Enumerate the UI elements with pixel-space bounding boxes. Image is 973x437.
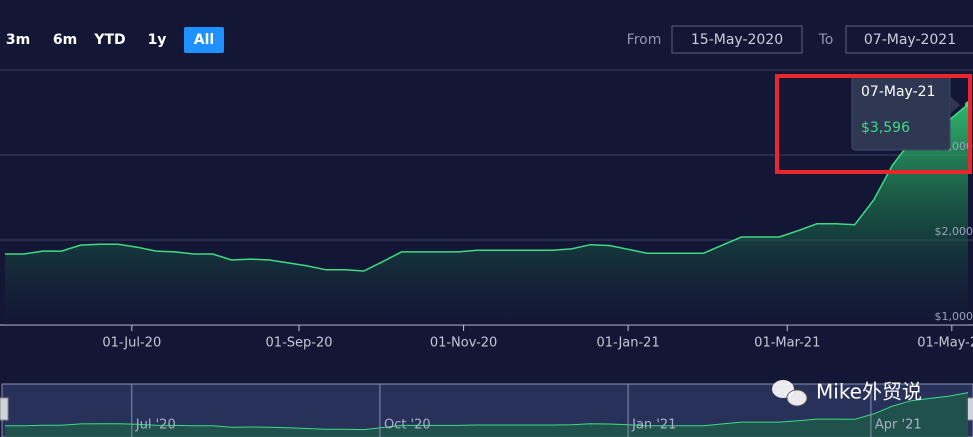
range-button[interactable]: 6m	[53, 32, 77, 48]
from-input[interactable]: 15-May-2020	[691, 32, 783, 48]
to-label: To	[818, 32, 834, 48]
x-tick-label: 01-Nov-20	[430, 336, 498, 351]
range-button[interactable]: YTD	[93, 32, 125, 48]
area	[5, 104, 968, 325]
x-tick-label: 01-Mar-21	[754, 336, 820, 351]
watermark: Mike外贸说	[816, 380, 922, 404]
range-button[interactable]: 3m	[6, 32, 30, 48]
to-input[interactable]: 07-May-2021	[864, 32, 956, 48]
range-button[interactable]: 1y	[148, 32, 167, 48]
x-tick-label: 01-Jul-20	[102, 336, 161, 351]
y-tick-label: $2,000	[935, 225, 973, 238]
to-input-box[interactable]	[845, 25, 973, 54]
navigator-label: Jul '20	[135, 418, 176, 433]
y-tick-label: $1,000	[935, 310, 973, 323]
from-label: From	[627, 32, 662, 48]
navigator-handle[interactable]	[0, 397, 9, 421]
x-tick-label: 01-May-21	[917, 336, 973, 351]
wechat-icon	[786, 389, 808, 407]
tooltip-pointer	[950, 96, 960, 114]
highlight-box	[775, 74, 972, 174]
tooltip-value: $3,596	[861, 120, 910, 136]
navigator-area	[5, 392, 968, 437]
tooltip-title: 07-May-21	[861, 84, 935, 100]
navigator-label: Apr '21	[875, 418, 922, 433]
range-button[interactable]: All	[194, 32, 214, 48]
x-tick-label: 01-Sep-20	[266, 336, 333, 351]
range-button-bg[interactable]	[184, 27, 224, 53]
navigator-label: Oct '20	[384, 418, 431, 433]
navigator: Jul '20 Oct '20 Jan '21 Apr '21	[0, 383, 973, 437]
navigator-label: Jan '21	[631, 418, 676, 433]
navigator-line	[5, 392, 969, 431]
from-input-box[interactable]	[671, 25, 803, 54]
x-tick-label: 01-Jan-21	[597, 336, 660, 351]
line	[5, 103, 969, 272]
